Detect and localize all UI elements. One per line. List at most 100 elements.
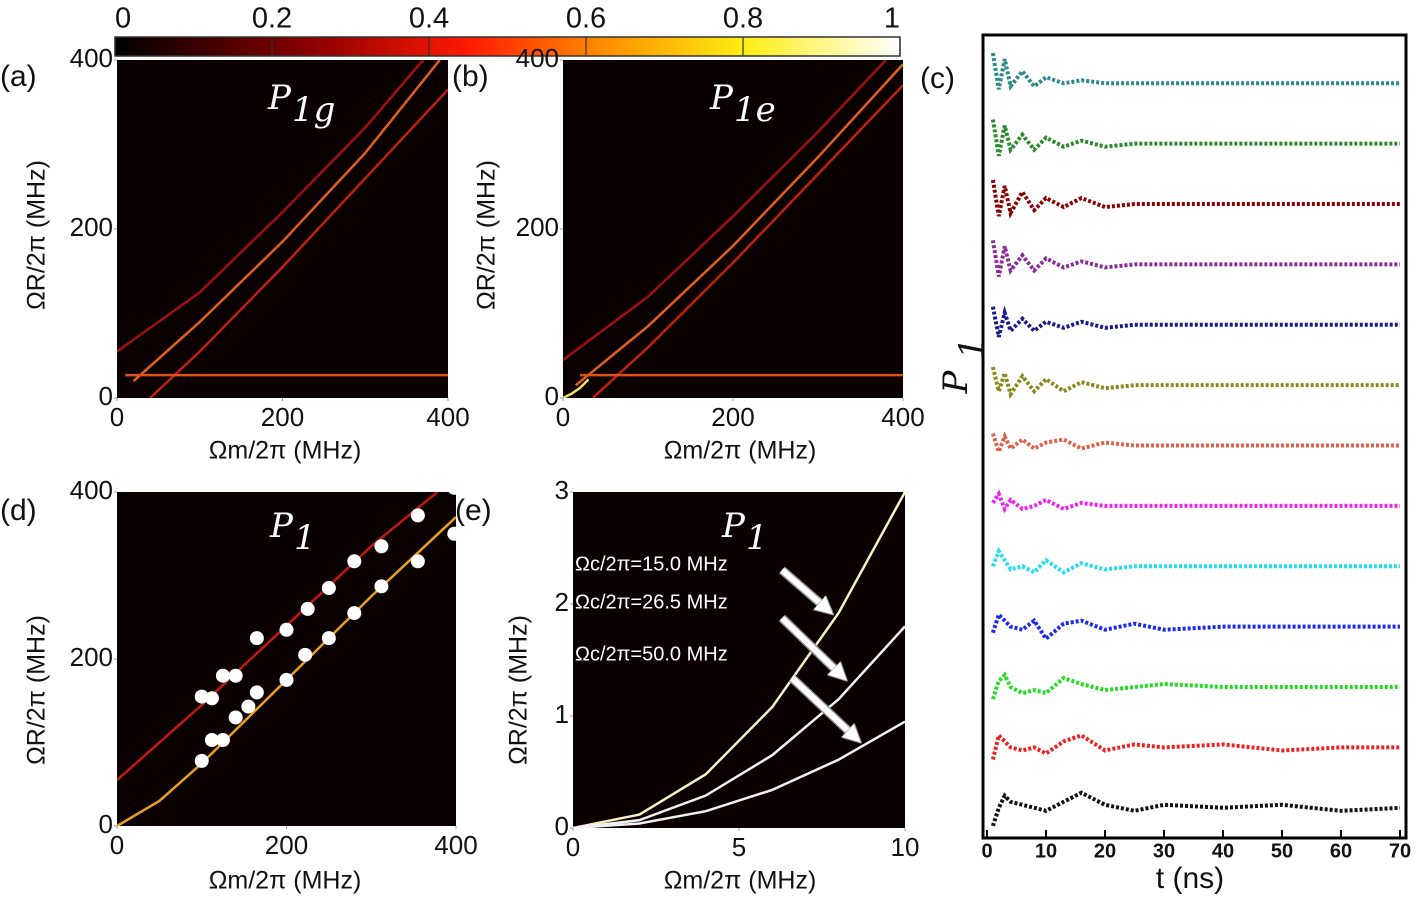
curve [573,625,905,828]
curve [573,720,905,828]
x-tick-label: 400 [881,402,924,432]
data-point [298,647,313,662]
colorbar-tick-label: 1 [884,3,900,35]
x-axis-label: Ωm/2π (MHz) [664,437,817,465]
plot-area [117,60,448,398]
data-point [321,581,336,596]
y-tick-label: 200 [70,642,113,672]
panel-label: (a) [0,60,37,93]
data-point [279,672,294,687]
curve [591,84,903,398]
colorbar-tick-label: 0.8 [723,3,763,35]
colorbar-tick-label: 0.4 [409,3,449,35]
y-axis-label-text: ΩR/2π (MHz) [23,615,51,765]
data-point [249,631,264,646]
y-tick-label: 0 [99,381,113,411]
x-tick-label: 20 [1094,840,1116,862]
panel-label: (c) [920,62,955,95]
trace [990,179,1400,219]
trace [991,546,1400,575]
data-point [410,554,425,569]
x-tick-label: 400 [426,402,469,432]
curve [574,63,903,387]
data-point [215,668,230,683]
y-axis-label: ΩR/2π (MHz) [23,615,51,765]
data-point [321,631,336,646]
colorbar-tick-label: 0 [115,3,131,35]
x-tick-label: 0 [556,402,570,432]
data-point [374,579,389,594]
panel-title-sub: 1 [746,518,768,558]
plot-area [573,492,905,828]
y-tick-label: 0 [555,811,569,841]
x-tick-label: 30 [1153,840,1175,862]
trace [990,671,1400,700]
trace [990,119,1400,157]
y-tick-label: 400 [70,43,113,73]
annotation: Ωc/2π=15.0 MHz [575,553,728,575]
data-point [204,691,219,706]
data-point [447,480,462,495]
trace [991,489,1400,514]
curve [563,60,887,361]
panel-label: (b) [452,60,489,93]
x-axis-label: Ωm/2π (MHz) [209,437,362,465]
plot-area [563,60,903,398]
data-point [410,508,425,523]
data-point [300,601,315,616]
curve [573,492,905,828]
plot-frame [981,33,1408,840]
data-point [374,539,389,554]
colorbar-tick-label: 0.2 [252,3,292,35]
y-tick-label: 2 [555,587,569,617]
plot-area [117,492,456,826]
panel-title-sub: 1g [292,90,335,130]
curve [132,60,441,383]
x-tick-label: 60 [1330,840,1352,862]
annotation: Ωc/2π=26.5 MHz [575,591,728,613]
panel-title: P [709,78,734,118]
y-tick-label: 1 [555,699,569,729]
x-axis-label: t (ns) [1156,862,1224,895]
x-tick-label: 50 [1271,840,1293,862]
y-axis-label-text: ΩR/2π (MHz) [473,160,501,310]
x-tick-label: 70 [1389,840,1411,862]
x-tick-label: 0 [566,832,580,862]
annotation-arrow [780,567,828,610]
y-axis-label-text: ΩR/2π (MHz) [505,615,533,765]
trace [990,431,1400,458]
data-point [194,753,209,768]
x-tick-label: 5 [732,832,746,862]
trace [990,366,1400,400]
y-axis-label: ΩR/2π (MHz) [473,160,501,310]
annotation-arrow [789,675,856,738]
x-tick-label: 0 [110,402,124,432]
panel-title: P [269,506,294,546]
data-point [279,622,294,637]
data-point [204,732,219,747]
y-tick-label: 400 [516,43,559,73]
panel-title: P [267,78,292,118]
y-axis-label: ΩR/2π (MHz) [505,615,533,765]
y-axis-label-sub: 1 [952,337,992,359]
data-point [249,685,264,700]
x-tick-label: 200 [711,402,754,432]
data-point [215,732,230,747]
y-tick-label: 200 [516,212,559,242]
panel-title: P [721,506,746,546]
trace [990,731,1400,760]
x-axis-label: Ωm/2π (MHz) [664,867,817,895]
annotation-arrow [779,615,842,676]
x-tick-label: 200 [265,830,308,860]
curve [117,60,425,353]
y-tick-label: 200 [70,212,113,242]
y-axis-label-main: P [936,369,976,394]
data-point [228,668,243,683]
x-tick-label: 400 [434,830,477,860]
y-tick-label: 0 [99,809,113,839]
y-axis-label: ΩR/2π (MHz) [23,160,51,310]
x-axis-label: Ωm/2π (MHz) [209,867,362,895]
y-tick-label: 400 [70,475,113,505]
x-tick-label: 40 [1212,840,1234,862]
y-tick-label: 0 [545,381,559,411]
